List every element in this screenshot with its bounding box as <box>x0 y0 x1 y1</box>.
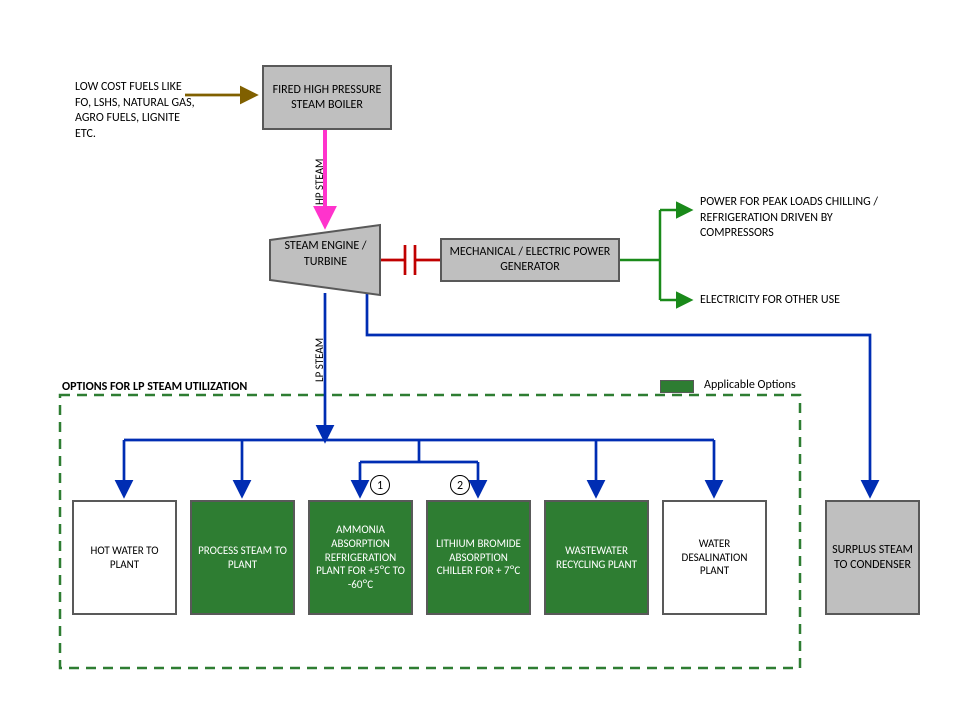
turbine-text: STEAM ENGINE / TURBINE <box>278 239 373 270</box>
boiler-box: FIRED HIGH PRESSURE STEAM BOILER <box>262 65 392 130</box>
option-box-2: AMMONIA ABSORPTION REFRIGERATION PLANT F… <box>308 500 413 615</box>
generator-text: MECHANICAL / ELECTRIC POWER GENERATOR <box>446 245 614 275</box>
power-out-1: POWER FOR PEAK LOADS CHILLING / REFRIGER… <box>700 195 900 242</box>
option-box-3: LITHIUM BROMIDE ABSORPTION CHILLER FOR +… <box>426 500 531 615</box>
legend-label: Applicable Options <box>704 378 796 394</box>
option-text-0: HOT WATER TO PLANT <box>78 544 171 572</box>
option-text-1: PROCESS STEAM TO PLANT <box>196 544 289 572</box>
surplus-box: SURPLUS STEAM TO CONDENSER <box>825 500 920 615</box>
generator-box: MECHANICAL / ELECTRIC POWER GENERATOR <box>440 238 620 282</box>
option-box-5: WATER DESALINATION PLANT <box>662 500 767 615</box>
fuel-label: LOW COST FUELS LIKE FO, LSHS, NATURAL GA… <box>75 80 195 142</box>
power-out-2: ELECTRICITY FOR OTHER USE <box>700 293 920 309</box>
surplus-text: SURPLUS STEAM TO CONDENSER <box>831 543 914 573</box>
boiler-text: FIRED HIGH PRESSURE STEAM BOILER <box>268 83 386 113</box>
option-text-2: AMMONIA ABSORPTION REFRIGERATION PLANT F… <box>314 523 407 592</box>
option-text-3: LITHIUM BROMIDE ABSORPTION CHILLER FOR +… <box>432 537 525 578</box>
circle-2: 2 <box>450 475 470 495</box>
circle-1: 1 <box>370 475 390 495</box>
option-text-5: WATER DESALINATION PLANT <box>668 537 761 578</box>
options-title: OPTIONS FOR LP STEAM UTILIZATION <box>62 380 247 396</box>
option-box-0: HOT WATER TO PLANT <box>72 500 177 615</box>
legend-swatch <box>660 380 694 393</box>
lp-steam-label: LP STEAM <box>313 338 326 382</box>
option-box-1: PROCESS STEAM TO PLANT <box>190 500 295 615</box>
option-text-4: WASTEWATER RECYCLING PLANT <box>550 544 643 572</box>
hp-steam-label: HP STEAM <box>313 159 326 205</box>
option-box-4: WASTEWATER RECYCLING PLANT <box>544 500 649 615</box>
